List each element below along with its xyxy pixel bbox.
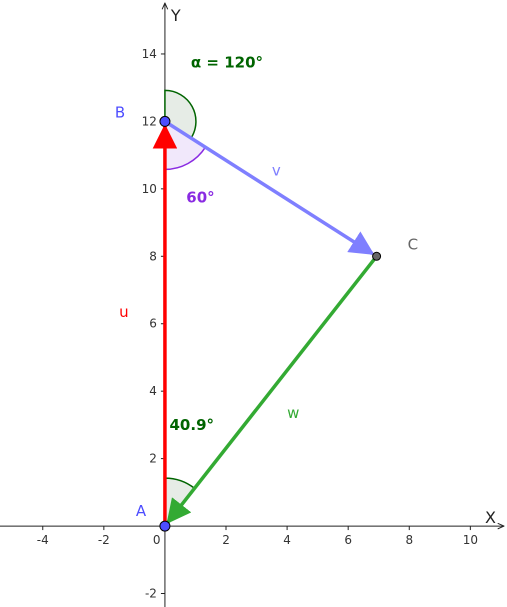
angle-alpha-label: α = 120° (191, 53, 263, 71)
x-tick-label: -2 (98, 533, 110, 547)
y-tick-label: 2 (149, 452, 157, 466)
angle-a-label: 40.9° (170, 416, 215, 434)
angle-b-label: 60° (186, 188, 214, 206)
vector-v (163, 119, 375, 256)
point-c-label: C (408, 235, 418, 253)
y-tick-label: 8 (149, 249, 157, 263)
point-b-label: B (115, 103, 125, 121)
x-axis-label: X (485, 508, 496, 527)
point-a[interactable] (159, 520, 171, 532)
y-tick-label: 14 (142, 47, 157, 61)
x-tick-label: 0 (153, 533, 161, 547)
vector-w-label: w (287, 404, 299, 422)
y-tick-label: 12 (142, 114, 157, 128)
x-tick-label: 6 (344, 533, 352, 547)
x-tick-label: 8 (405, 533, 413, 547)
y-tick-label: -2 (145, 587, 157, 601)
point-b[interactable] (159, 115, 171, 127)
y-tick-label: 6 (149, 317, 157, 331)
x-tick-label: -4 (37, 533, 49, 547)
x-tick-label: 10 (463, 533, 478, 547)
y-axis-label: Y (170, 6, 181, 25)
axis-ticks: -4 -2 0 2 4 6 8 10 -2 2 4 6 8 10 12 14 (37, 47, 478, 601)
point-a-label: A (136, 502, 147, 520)
x-tick-label: 4 (283, 533, 291, 547)
y-tick-label: 10 (142, 182, 157, 196)
vector-w (166, 255, 378, 525)
x-tick-label: 2 (222, 533, 230, 547)
vector-u-label: u (119, 303, 129, 321)
y-tick-label: 4 (149, 384, 157, 398)
point-c[interactable] (372, 251, 382, 261)
vector-v-label: v (272, 161, 281, 179)
